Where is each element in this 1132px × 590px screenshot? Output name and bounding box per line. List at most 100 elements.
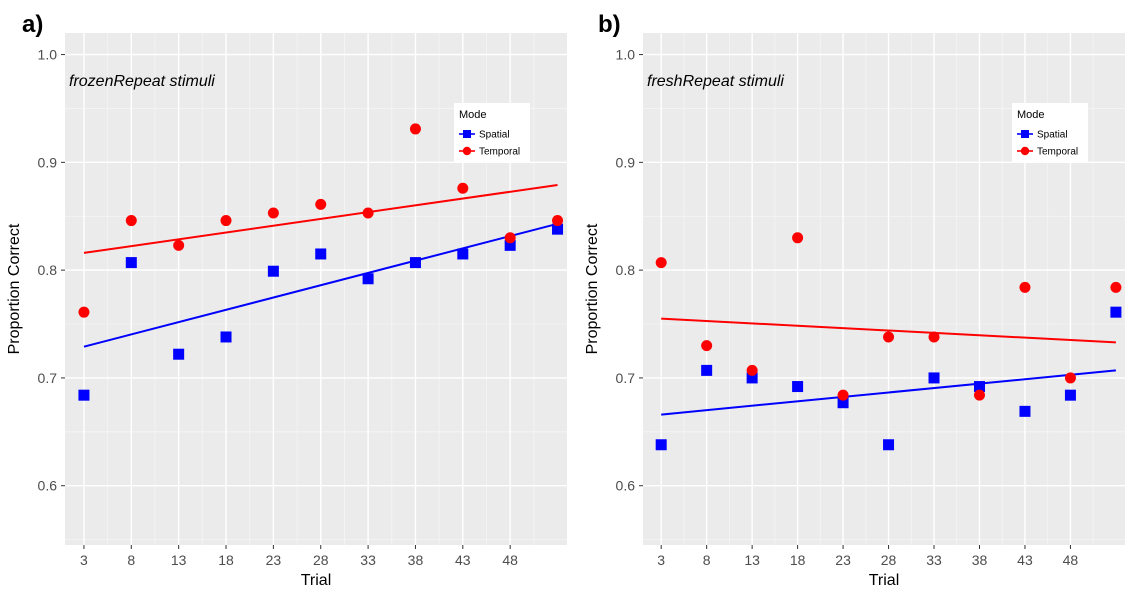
legend-key-marker [463,130,471,138]
data-point-spatial [1019,405,1031,417]
data-point-spatial [1110,306,1122,318]
data-point-temporal [173,239,185,251]
data-point-temporal [792,232,804,244]
x-axis-title: Trial [301,572,332,589]
chart-panel-2: 3 8 13 18 23 28 33 38 43 480.60.70.80.91.0TrialPr… [584,11,1125,589]
data-point-temporal [973,389,985,401]
data-point-temporal [1019,281,1031,293]
legend-label: Spatial [479,130,510,141]
x-tick-label: 28 [881,552,897,568]
data-point-spatial [973,381,985,393]
x-tick-label: 28 [313,552,329,568]
x-tick-label: 38 [972,552,988,568]
x-tick-label: 3 [80,552,88,568]
data-point-spatial [409,257,421,269]
legend: Mode Spatial Temporal [1012,103,1088,163]
data-point-temporal [457,182,469,194]
data-point-temporal [267,207,279,219]
legend-title: Mode [1017,109,1045,121]
data-point-spatial [746,372,758,384]
y-axis-title: Proportion Correct [6,223,23,354]
x-tick-label: 13 [171,552,187,568]
x-tick-label: 43 [1017,552,1033,568]
data-point-spatial [362,273,374,285]
legend-key-marker [1020,146,1030,156]
y-tick-label: 0.9 [38,154,58,170]
legend: Mode Spatial Temporal [454,103,530,163]
x-tick-label: 18 [790,552,806,568]
x-tick-label: 8 [127,552,135,568]
data-point-spatial [701,364,713,376]
legend-title: Mode [459,109,487,121]
data-point-temporal [701,340,713,352]
y-tick-label: 0.8 [38,262,58,278]
data-point-temporal [315,198,327,210]
data-point-spatial [504,239,516,251]
data-point-spatial [125,257,137,269]
data-point-spatial [267,265,279,277]
x-tick-label: 43 [455,552,471,568]
x-tick-label: 18 [218,552,234,568]
data-point-spatial [655,439,667,451]
y-tick-label: 0.6 [616,478,636,494]
data-point-spatial [883,439,895,451]
x-tick-label: 23 [266,552,282,568]
y-tick-label: 1.0 [616,47,636,63]
data-point-temporal [1064,372,1076,384]
x-tick-label: 48 [1063,552,1079,568]
data-point-temporal [125,215,137,227]
y-tick-label: 0.6 [38,478,58,494]
data-point-temporal [1110,281,1122,293]
fit-line-temporal [83,183,558,254]
data-point-spatial [78,389,90,401]
legend-key-marker [1021,130,1029,138]
y-tick-label: 0.7 [38,370,58,386]
legend-key-marker [462,146,472,156]
fit-line-temporal [661,317,1116,344]
x-axis-title: Trial [869,572,900,589]
x-tick-label: 48 [502,552,518,568]
legend-label: Temporal [1037,147,1078,158]
x-tick-label: 33 [360,552,376,568]
data-point-temporal [928,331,940,343]
data-point-temporal [552,215,564,227]
panel-annotation: frozenRepeat stimuli [69,73,215,90]
data-point-temporal [837,389,849,401]
data-point-temporal [409,123,421,135]
y-tick-label: 0.9 [616,154,636,170]
x-tick-label: 8 [703,552,711,568]
data-point-spatial [1064,389,1076,401]
panel-label: b) [598,11,621,38]
data-point-spatial [928,372,940,384]
data-point-temporal [78,306,90,318]
data-point-temporal [220,215,232,227]
data-point-temporal [883,331,895,343]
data-point-spatial [792,381,804,393]
data-point-temporal [746,364,758,376]
x-tick-label: 38 [408,552,424,568]
y-tick-label: 0.8 [616,262,636,278]
x-tick-label: 33 [926,552,942,568]
x-tick-label: 13 [744,552,760,568]
panel-label: a) [22,11,43,38]
y-tick-label: 0.7 [616,370,636,386]
legend-label: Spatial [1037,130,1068,141]
data-point-spatial [173,348,185,360]
legend-label: Temporal [479,147,520,158]
data-point-temporal [504,232,516,244]
data-point-temporal [655,257,667,269]
x-tick-label: 3 [657,552,665,568]
data-point-spatial [315,248,327,260]
x-tick-label: 23 [835,552,851,568]
data-point-spatial [220,331,232,343]
data-point-temporal [362,207,374,219]
fit-line-spatial [83,222,558,348]
data-point-spatial [837,397,849,409]
fit-line-spatial [661,369,1117,416]
data-point-spatial [457,248,469,260]
y-tick-label: 1.0 [38,47,58,63]
data-point-spatial [552,223,564,235]
y-axis-title: Proportion Correct [584,223,601,354]
chart-panel-1: 3 8 13 18 23 28 33 38 43 480.60.70.80.91.0TrialPr… [6,11,567,589]
